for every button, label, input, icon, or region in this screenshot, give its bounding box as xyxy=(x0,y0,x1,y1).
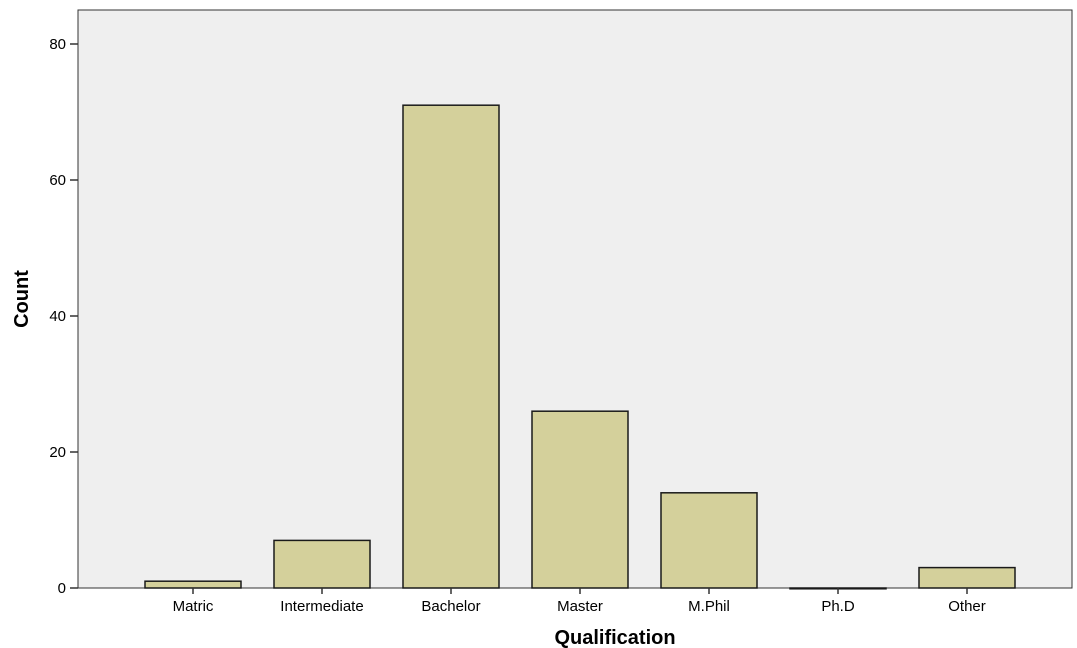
x-tick-label: Matric xyxy=(173,598,214,615)
bar-bachelor xyxy=(402,104,500,589)
bar-master xyxy=(531,410,629,589)
x-axis: Matric Intermediate Bachelor Master M.Phil Ph… xyxy=(173,588,986,615)
x-tick-label: M.Phil xyxy=(688,598,730,615)
y-axis-title: Count xyxy=(11,270,33,328)
bar-other xyxy=(918,566,1016,589)
bars-group xyxy=(144,104,1016,590)
y-tick-label: 20 xyxy=(49,444,66,461)
y-tick-label: 60 xyxy=(49,172,66,189)
bar-matric xyxy=(144,580,242,589)
x-tick-label: Bachelor xyxy=(421,598,480,615)
bar-intermediate xyxy=(273,539,371,589)
bar-m-phil xyxy=(660,492,758,589)
y-axis: 0 20 40 60 80 xyxy=(49,36,78,597)
x-tick-label: Master xyxy=(557,598,603,615)
y-tick-label: 0 xyxy=(58,580,66,597)
x-tick-label: Ph.D xyxy=(821,598,855,615)
x-tick-label: Other xyxy=(948,598,986,615)
y-tick-label: 40 xyxy=(49,308,66,325)
y-tick-label: 80 xyxy=(49,36,66,53)
x-tick-label: Intermediate xyxy=(280,598,363,615)
x-axis-title: Qualification xyxy=(554,627,675,648)
